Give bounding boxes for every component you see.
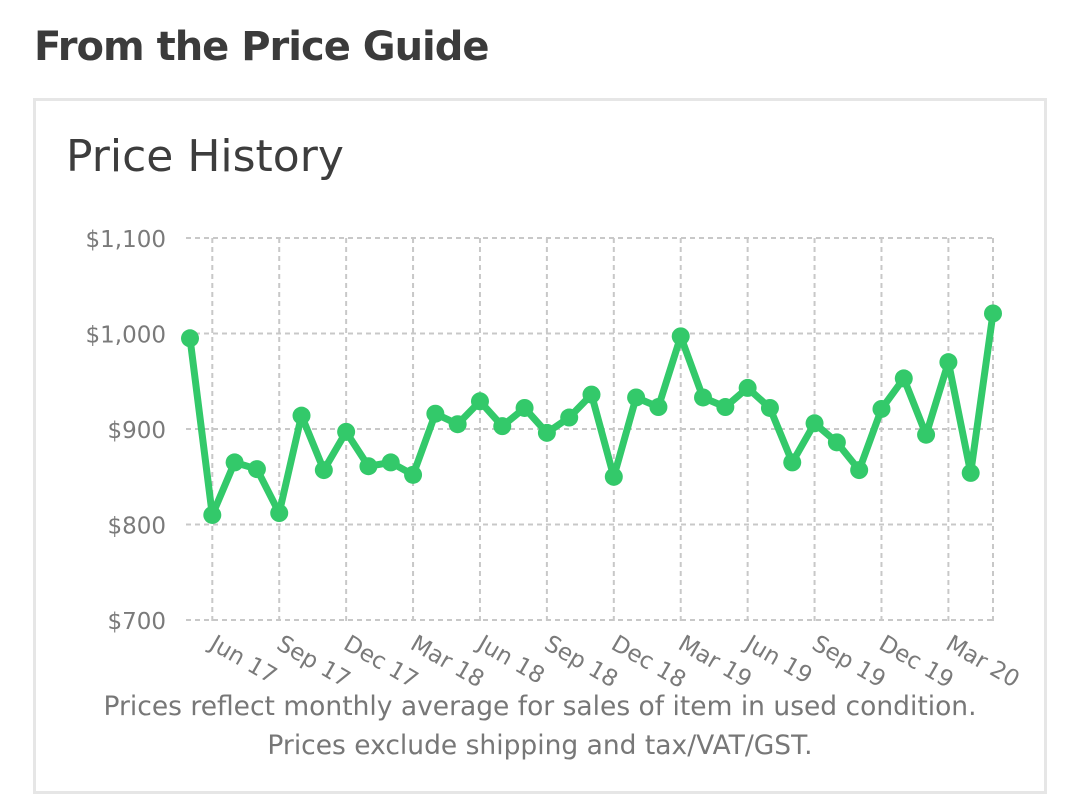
x-tick-label: Jun 17 (204, 630, 282, 690)
x-tick-label: Mar 19 (674, 631, 756, 694)
data-point (872, 399, 891, 418)
data-point (760, 398, 779, 417)
data-point (716, 398, 735, 417)
data-point (671, 327, 690, 346)
data-point (515, 398, 534, 417)
data-point (738, 378, 757, 397)
data-point (470, 392, 489, 411)
data-point (649, 398, 668, 417)
y-tick-label: $700 (107, 609, 166, 635)
data-point (404, 465, 423, 484)
x-tick-label: Dec 18 (607, 631, 690, 694)
data-point (247, 460, 266, 479)
data-point (827, 433, 846, 452)
data-point (582, 385, 601, 404)
section-title: From the Price Guide (34, 24, 490, 70)
data-point (537, 423, 556, 442)
footnote-line-2: Prices exclude shipping and tax/VAT/GST. (267, 730, 813, 761)
y-tick-label: $800 (107, 514, 166, 540)
data-point (292, 406, 311, 425)
data-point (203, 505, 222, 524)
data-point (426, 404, 445, 423)
data-point (805, 414, 824, 433)
data-point (627, 388, 646, 407)
data-point (270, 504, 289, 523)
x-tick-label: Jun 19 (739, 630, 817, 690)
x-tick-label: Sep 19 (808, 631, 890, 693)
x-tick-label: Mar 18 (406, 631, 488, 694)
data-point (560, 408, 579, 427)
card-title: Price History (66, 131, 344, 182)
data-point (359, 457, 378, 476)
data-point (694, 388, 713, 407)
y-axis-labels: $700 $800 $900 $1,000 $1,100 (86, 227, 166, 635)
data-point (381, 453, 400, 472)
data-point (961, 463, 980, 482)
data-point (314, 461, 333, 480)
data-point (604, 467, 623, 486)
data-point (337, 422, 356, 441)
x-tick-label: Mar 20 (941, 631, 1023, 694)
data-point (783, 453, 802, 472)
data-point (850, 461, 869, 480)
x-tick-label: Sep 18 (540, 631, 622, 693)
y-tick-label: $1,000 (86, 323, 166, 349)
data-point (894, 369, 913, 388)
x-tick-label: Dec 17 (339, 631, 422, 694)
footnote-line-1: Prices reflect monthly average for sales… (103, 691, 977, 722)
data-point (448, 415, 467, 434)
x-tick-label: Dec 19 (874, 631, 957, 694)
price-line (186, 309, 997, 519)
data-point (181, 329, 199, 348)
data-point (225, 453, 244, 472)
data-point (493, 417, 512, 436)
y-tick-label: $900 (107, 418, 166, 444)
x-tick-label: Jun 18 (471, 630, 549, 690)
data-point (939, 353, 958, 372)
data-points (181, 304, 1002, 524)
data-point (984, 304, 1002, 323)
x-tick-label: Sep 17 (272, 631, 354, 693)
data-point (917, 425, 936, 444)
y-tick-label: $1,100 (86, 227, 166, 253)
